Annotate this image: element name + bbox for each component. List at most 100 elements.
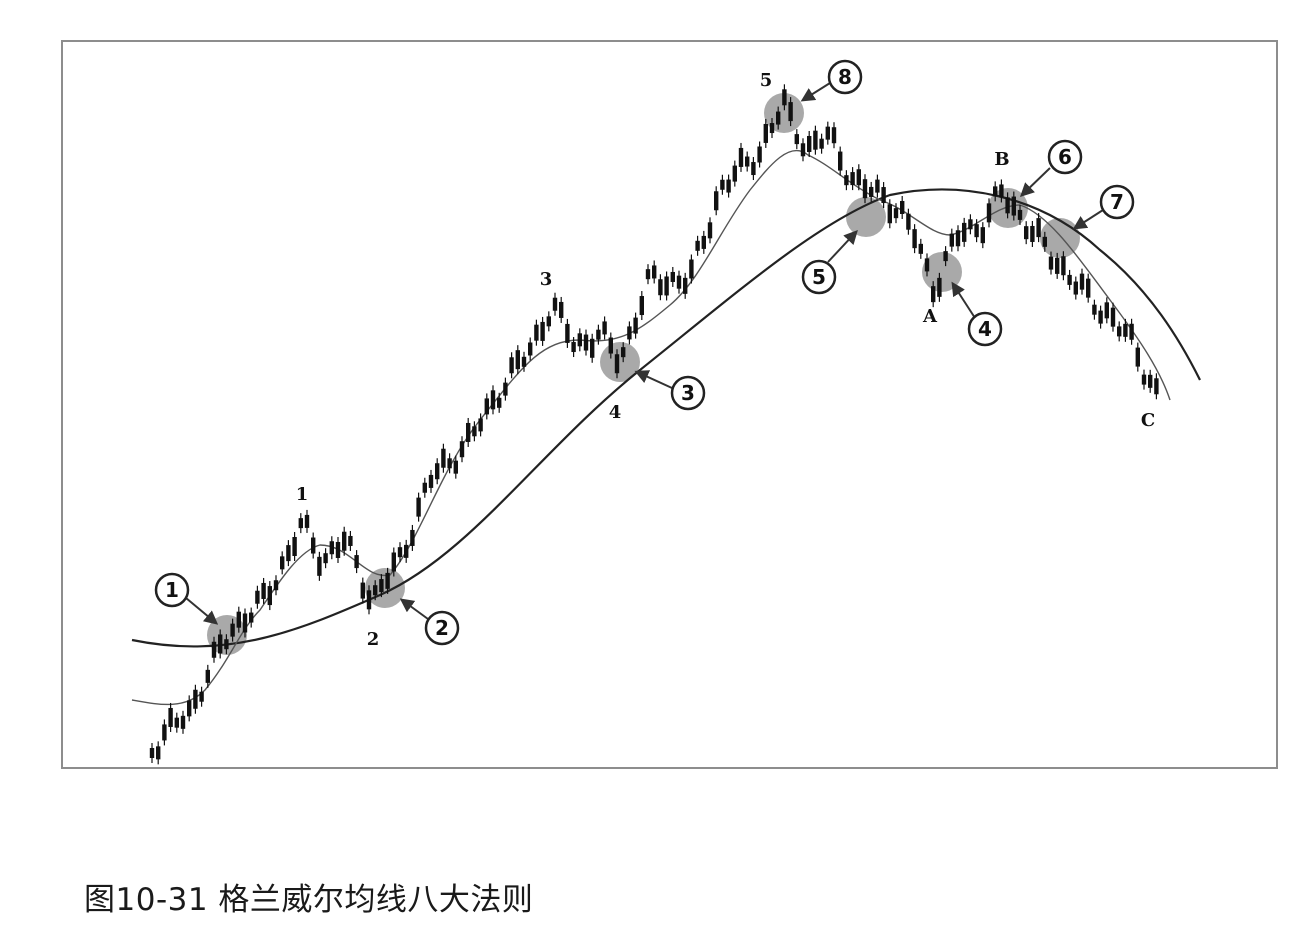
candle-body — [931, 286, 936, 303]
candle-body — [1042, 236, 1047, 247]
wave-label-3: 3 — [540, 269, 553, 290]
candle-body — [844, 175, 849, 186]
candle-body — [391, 552, 396, 572]
candle-body — [819, 138, 824, 149]
candle-body — [335, 541, 341, 558]
candle-body — [1079, 273, 1085, 290]
rule-marker-3-label: 3 — [681, 381, 695, 405]
candle-body — [869, 186, 874, 197]
candle-body — [459, 441, 465, 458]
highlight-rule-5 — [846, 197, 886, 237]
candle-body — [695, 240, 700, 251]
candle-body — [1017, 209, 1023, 220]
candle-body — [534, 324, 539, 341]
rule-marker-1-label: 1 — [165, 578, 179, 602]
long-moving-average — [131, 188, 1201, 648]
candle-body — [974, 224, 979, 238]
candle-body — [887, 204, 892, 224]
candle-body — [776, 111, 781, 125]
candle-body — [255, 590, 260, 604]
rule-marker-3: 3 — [670, 375, 706, 411]
candle-body — [707, 222, 713, 239]
rule-marker-8: 8 — [827, 59, 863, 95]
candle-body — [242, 613, 248, 633]
candle-body — [999, 184, 1004, 198]
candle-body — [466, 422, 471, 442]
rule-marker-5: 5 — [801, 259, 837, 295]
candle-body — [1061, 256, 1066, 276]
candle-body — [193, 689, 198, 709]
candle-body — [918, 243, 923, 254]
rule-marker-7-label: 7 — [1110, 190, 1124, 214]
candle-body — [1024, 226, 1029, 240]
candle-body — [831, 127, 837, 144]
wave-label-B: B — [994, 149, 1009, 170]
candle-body — [800, 143, 806, 157]
arrow-rule-1 — [185, 597, 219, 625]
candle-body — [571, 342, 576, 353]
candle-body — [850, 172, 855, 186]
candle-body — [317, 556, 322, 576]
candle-body — [676, 275, 682, 289]
candle-body — [323, 553, 328, 564]
candle-body — [280, 556, 285, 570]
candle-body — [757, 146, 762, 163]
figure-caption: 图10-31 格兰威尔均线八大法则 — [84, 882, 534, 918]
candle-body — [298, 518, 303, 529]
candle-body — [937, 277, 942, 297]
candle-body — [267, 586, 272, 606]
candle-body — [962, 222, 967, 242]
candle-body — [199, 691, 204, 702]
candle-body — [1005, 197, 1010, 214]
arrow-rule-3 — [634, 370, 673, 389]
candle-body — [993, 186, 998, 197]
short-moving-average — [131, 149, 1171, 706]
candle-body — [1055, 257, 1060, 274]
candle-body — [149, 748, 155, 758]
candle-body — [447, 458, 452, 469]
candle-body — [1141, 374, 1147, 385]
candle-body — [354, 555, 359, 569]
candle-body — [670, 271, 675, 282]
candle-body — [596, 329, 601, 340]
wave-label-2: 2 — [367, 629, 380, 650]
rule-marker-1: 1 — [154, 572, 190, 608]
candle-body — [943, 251, 948, 262]
candle-body — [807, 135, 812, 152]
marker-arrows — [185, 82, 1104, 625]
candle-body — [1086, 278, 1091, 298]
candle-body — [602, 321, 607, 335]
rule-marker-4: 4 — [967, 311, 1003, 347]
arrow-rule-5 — [827, 229, 858, 263]
candle-body — [633, 317, 638, 334]
candle-body — [435, 463, 440, 480]
candle-body — [205, 669, 210, 683]
arrow-rule-4 — [951, 281, 976, 319]
candle-body — [1129, 323, 1134, 340]
candle-body — [180, 715, 186, 729]
candle-body — [162, 724, 167, 741]
candle-body — [366, 590, 372, 610]
candle-body — [478, 418, 483, 432]
candlestick-series — [149, 84, 1159, 765]
candle-body — [590, 338, 595, 358]
candle-body — [912, 229, 917, 249]
candle-body — [683, 277, 688, 294]
candle-body — [397, 547, 403, 558]
candle-body — [1123, 323, 1128, 337]
candle-body — [732, 165, 737, 182]
candle-body — [1104, 302, 1109, 319]
candle-body — [583, 334, 589, 351]
candle-body — [490, 390, 496, 410]
candle-body — [1036, 218, 1041, 238]
candle-body — [379, 579, 384, 593]
candle-body — [1092, 304, 1097, 315]
candle-body — [763, 123, 768, 143]
candle-body — [751, 162, 756, 176]
candle-body — [236, 611, 241, 628]
candle-body — [360, 582, 365, 599]
candle-body — [980, 227, 985, 244]
candle-body — [955, 230, 961, 247]
candle-body — [949, 233, 954, 247]
candle-body — [224, 639, 229, 650]
